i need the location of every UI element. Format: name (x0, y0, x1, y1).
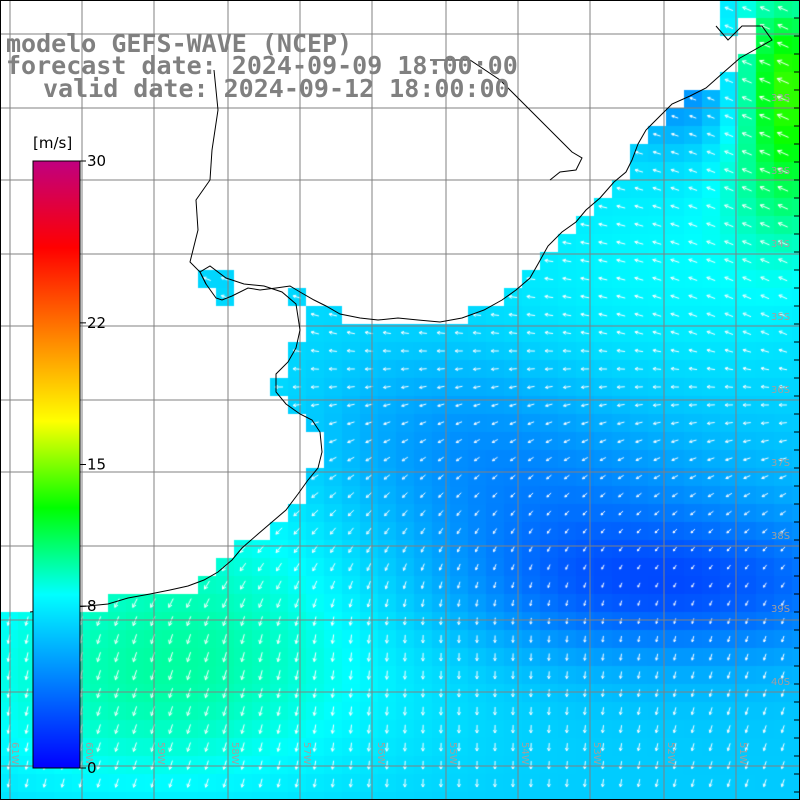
colorbar-tick-label: 0 (87, 759, 97, 777)
colorbar-ticks: 0 8 15 22 30 (80, 152, 106, 777)
latitude-label: 35S (771, 312, 790, 323)
forecast-date: forecast date: 2024-09-09 18:00:00 (6, 51, 518, 80)
coastline (29, 25, 773, 613)
longitude-label: 52W (665, 742, 676, 765)
colorbar-tick-label: 30 (87, 152, 106, 170)
longitude-label: 60W (83, 742, 94, 765)
coastline-path (29, 25, 773, 613)
latitude-labels: 32S 33S 34S 35S 36S 37S 38S 39S 40S (771, 93, 790, 688)
valid-date: valid date: 2024-09-12 18:00:00 (43, 74, 510, 103)
latitude-label: 37S (771, 458, 790, 469)
colorbar-scale (32, 160, 81, 769)
longitude-label: 53W (591, 742, 602, 765)
model-title: modelo GEFS-WAVE (NCEP) (6, 29, 353, 58)
colorbar-unit: [m/s] (33, 134, 72, 152)
longitude-label: 58W (229, 742, 240, 765)
latitude-label: 33S (771, 166, 790, 177)
latitude-label: 38S (771, 531, 790, 542)
latitude-label: 39S (771, 604, 790, 615)
longitude-label: 56W (375, 742, 386, 765)
latitude-label: 36S (771, 385, 790, 396)
colorbar-tick-label: 22 (87, 314, 106, 332)
border-line (189, 69, 219, 285)
longitude-label: 59W (155, 742, 166, 765)
longitude-label: 57W (301, 742, 312, 765)
border-line (430, 59, 583, 181)
longitude-label: 61W (9, 742, 20, 765)
longitude-label: 55W (447, 742, 458, 765)
longitude-labels: 61W 60W 59W 58W 57W 56W 55W 54W 53W 52W 51W (9, 742, 748, 765)
colorbar: [m/s] 0 8 15 22 30 (32, 134, 106, 777)
colorbar-tick-label: 15 (87, 456, 106, 474)
latitude-label: 32S (771, 93, 790, 104)
latitude-label: 40S (771, 677, 790, 688)
longitude-label: 54W (519, 742, 530, 765)
longitude-label: 51W (737, 742, 748, 765)
colorbar-tick-label: 8 (87, 597, 97, 615)
latitude-label: 34S (771, 239, 790, 250)
